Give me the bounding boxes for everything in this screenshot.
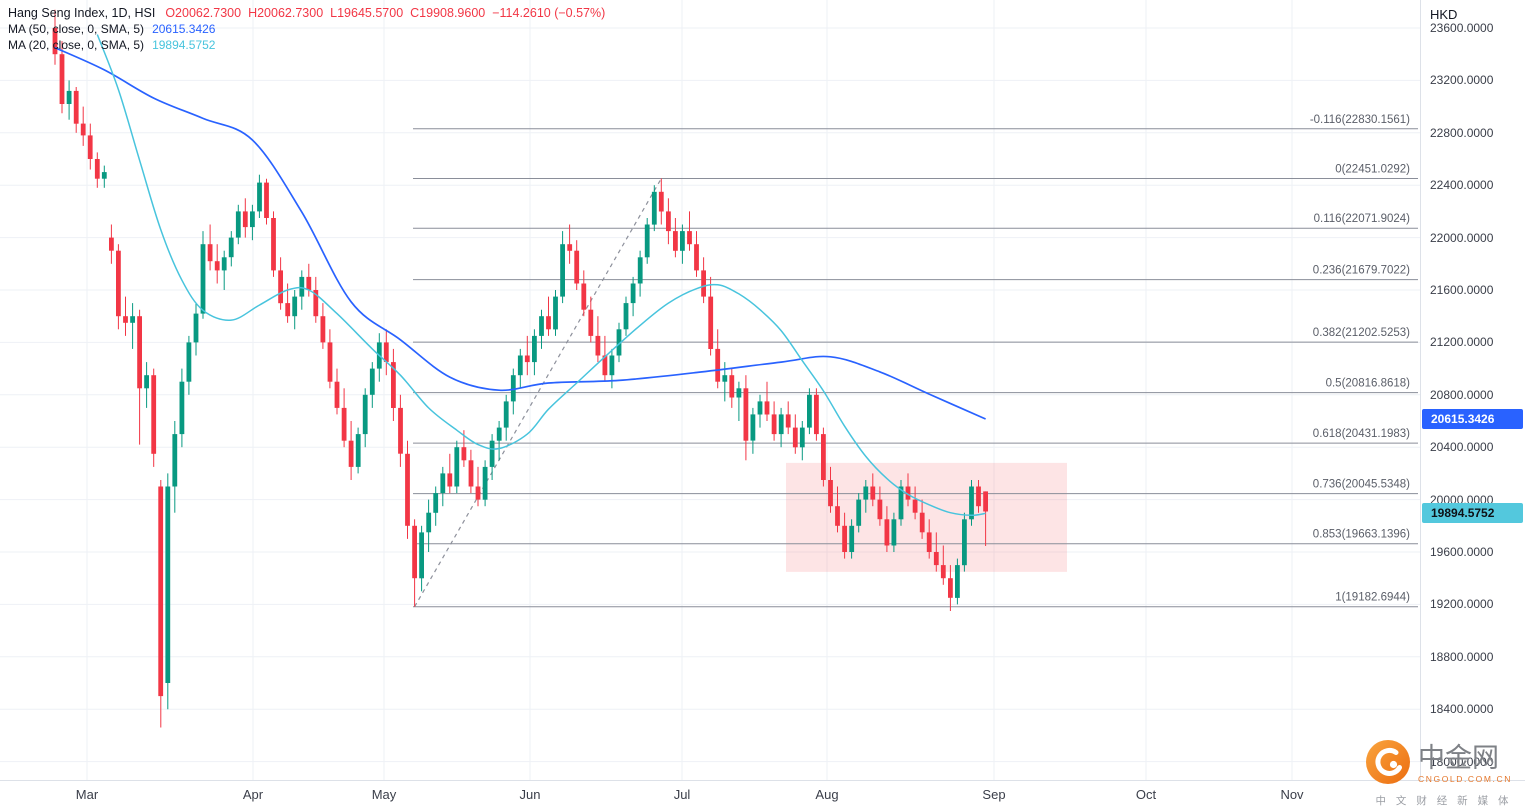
fib-level-label: 0.736(20045.5348) (1313, 479, 1410, 491)
fib-level-label: 0.618(20431.1983) (1313, 428, 1410, 440)
symbol-title: Hang Seng Index, 1D, HSI (8, 6, 156, 20)
price-axis-label: 23200.0000 (1430, 73, 1494, 88)
price-axis-label: 22800.0000 (1430, 125, 1494, 140)
cngold-logo-icon (1365, 739, 1411, 790)
price-axis-label: 21600.0000 (1430, 283, 1494, 297)
ohlc-high: H20062.7300 (248, 6, 324, 20)
ohlc-low: L19645.5700 (330, 6, 404, 20)
ma50-label: MA (50, close, 0, SMA, 5) (8, 22, 145, 36)
time-axis-label: Jun (519, 787, 541, 802)
fib-level-label: -0.116(22830.1561) (1310, 114, 1410, 126)
price-axis-label: 19200.0000 (1430, 597, 1494, 612)
ma50-price-badge: 20615.3426 (1422, 408, 1523, 429)
price-axis-label: 19600.0000 (1430, 545, 1494, 559)
fib-level-label: 0.116(22071.9024) (1314, 213, 1411, 225)
price-axis-label: 18000.0000 (1430, 754, 1494, 769)
ma20-price-badge: 19894.5752 (1422, 503, 1523, 524)
price-axis-label: 23600.0000 (1430, 21, 1494, 35)
watermark-brand-name: 中金网 (1418, 743, 1499, 774)
fib-level-label: 0.5(20816.8618) (1326, 378, 1411, 390)
time-axis-label: Apr (242, 787, 264, 802)
chart-legend: Hang Seng Index, 1D, HSI O20062.7300 H20… (8, 5, 612, 53)
price-axis[interactable]: HKD 23600.0000 23200.0000 22800.0000 22400.… (1420, 0, 1525, 780)
fib-level-label: 0.382(21202.5253) (1313, 327, 1410, 339)
time-axis[interactable]: Mar Apr May Jun Jul Aug Sep Oct Nov (0, 780, 1525, 811)
ma20-label: MA (20, close, 0, SMA, 5) (8, 38, 145, 52)
ma50-value: 20615.3426 (152, 22, 216, 36)
grid-layer (0, 0, 1420, 780)
legend-ma50-row[interactable]: MA (50, close, 0, SMA, 5) 20615.3426 (8, 21, 612, 37)
time-axis-label: Aug (815, 787, 839, 802)
trendline (414, 178, 662, 607)
chart-surface[interactable]: -0.116(22830.1561) 0(22451.0292) 0.116(220… (0, 0, 1420, 780)
price-axis-label: 18800.0000 (1430, 649, 1494, 664)
price-axis-label: 18400.0000 (1430, 702, 1494, 717)
ohlc-close: C19908.9600 (410, 6, 486, 20)
ma20-value: 19894.5752 (152, 38, 216, 52)
watermark-tagline: 中 文 财 经 新 媒 体 (1375, 795, 1512, 807)
fib-level-label: 1(19182.6944) (1335, 592, 1410, 604)
fib-level-label: 0(22451.0292) (1335, 164, 1410, 176)
candlestick-series (52, 9, 988, 728)
time-axis-label: Oct (1135, 787, 1157, 802)
price-axis-label: 22000.0000 (1430, 230, 1494, 245)
fib-level-label: 0.853(19663.1396) (1313, 529, 1410, 541)
ma20-line (96, 34, 986, 517)
ma50-line (54, 46, 986, 420)
price-axis-label: 20400.0000 (1430, 440, 1494, 455)
time-axis-label: Mar (75, 787, 99, 802)
watermark: 中金网 CNGOLD.COM.CN 中 文 财 经 新 媒 体 (1365, 739, 1512, 808)
time-axis-label: Sep (982, 787, 1006, 802)
price-axis-label: 20800.0000 (1430, 387, 1494, 402)
time-axis-label: Nov (1280, 787, 1304, 802)
price-axis-label: 20000.0000 (1430, 492, 1494, 507)
watermark-domain: CNGOLD.COM.CN (1418, 774, 1512, 785)
highlight-box (786, 462, 1067, 572)
price-axis-label: 22400.0000 (1430, 178, 1494, 193)
fib-retracement: -0.116(22830.1561) 0(22451.0292) 0.116(220… (413, 114, 1418, 608)
ohlc-open: O20062.7300 (165, 6, 242, 20)
legend-ma20-row[interactable]: MA (20, close, 0, SMA, 5) 19894.5752 (8, 37, 612, 53)
time-axis-label: Jul (673, 787, 691, 802)
price-axis-label: 21200.0000 (1430, 335, 1494, 350)
change-value: −114.2610 (−0.57%) (492, 6, 606, 20)
time-axis-label: May (371, 787, 397, 802)
fib-level-label: 0.236(21679.7022) (1313, 265, 1410, 277)
currency-label: HKD (1430, 7, 1458, 22)
legend-symbol-row[interactable]: Hang Seng Index, 1D, HSI O20062.7300 H20… (8, 5, 612, 21)
